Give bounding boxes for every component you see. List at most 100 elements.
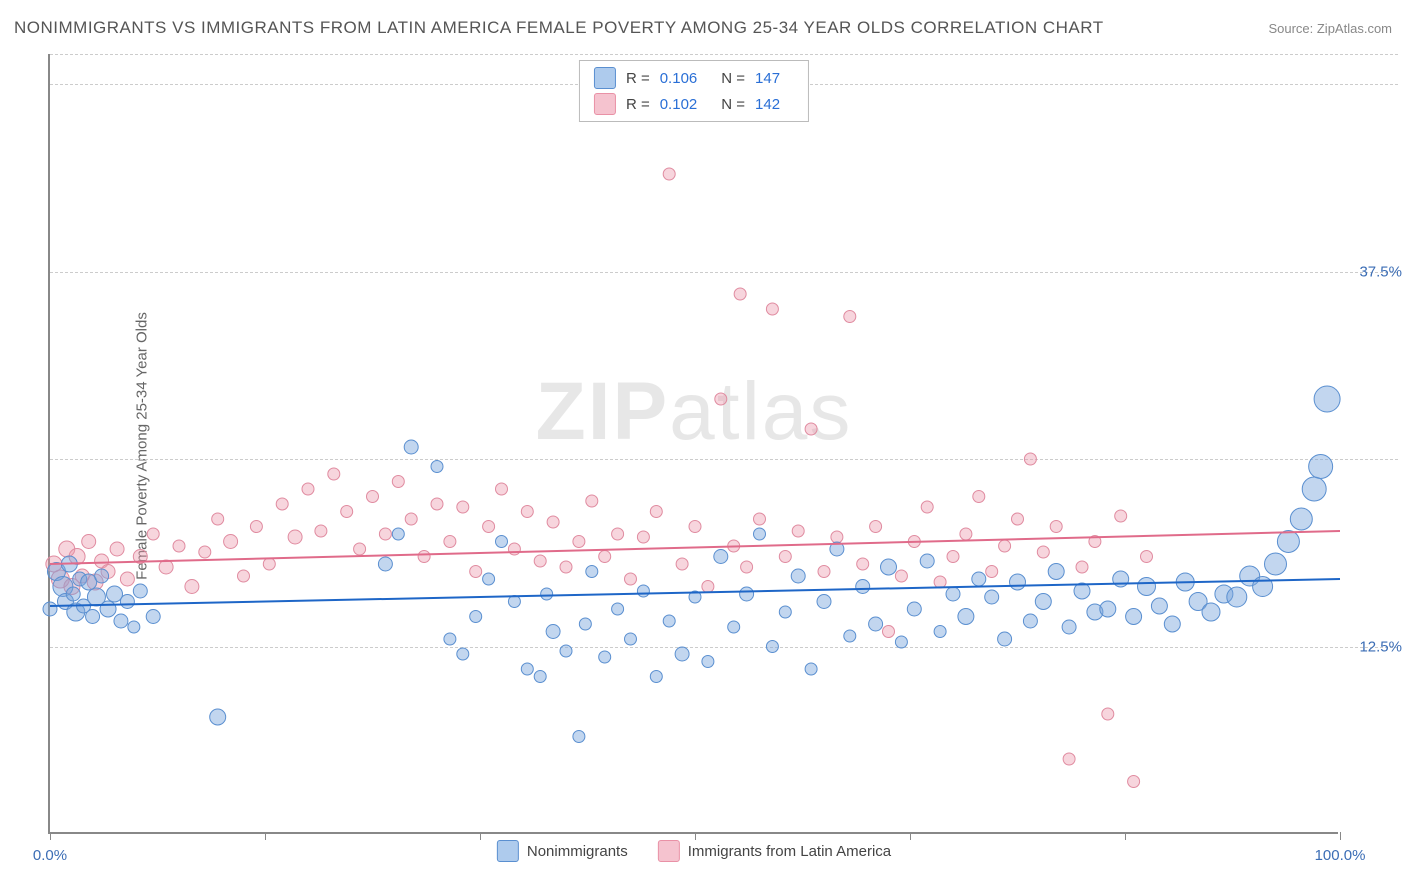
data-point: [378, 557, 392, 571]
data-point: [579, 618, 591, 630]
data-point: [612, 528, 624, 540]
data-point: [1024, 453, 1036, 465]
data-point: [921, 501, 933, 513]
legend-label: Immigrants from Latin America: [688, 843, 891, 860]
data-point: [1035, 594, 1051, 610]
data-point: [1063, 753, 1075, 765]
data-point: [560, 645, 572, 657]
stat-r-value: 0.106: [660, 70, 698, 87]
series-legend: NonimmigrantsImmigrants from Latin Ameri…: [497, 840, 891, 862]
data-point: [392, 528, 404, 540]
legend-swatch: [594, 67, 616, 89]
data-point: [792, 525, 804, 537]
data-point: [302, 483, 314, 495]
stat-n-label: N =: [721, 96, 745, 113]
data-point: [238, 570, 250, 582]
header: NONIMMIGRANTS VS IMMIGRANTS FROM LATIN A…: [14, 18, 1392, 38]
data-point: [379, 528, 391, 540]
data-point: [907, 602, 921, 616]
data-point: [766, 641, 778, 653]
data-point: [1100, 601, 1116, 617]
data-point: [625, 573, 637, 585]
data-point: [483, 521, 495, 533]
data-point: [1023, 614, 1037, 628]
data-point: [444, 536, 456, 548]
data-point: [114, 614, 128, 628]
data-point: [431, 461, 443, 473]
data-point: [998, 632, 1012, 646]
data-point: [1128, 776, 1140, 788]
data-point: [86, 610, 100, 624]
data-point: [754, 528, 766, 540]
data-point: [120, 572, 134, 586]
data-point: [128, 621, 140, 633]
x-tick: [265, 832, 266, 840]
data-point: [702, 656, 714, 668]
data-point: [985, 590, 999, 604]
data-point: [212, 513, 224, 525]
data-point: [1115, 510, 1127, 522]
data-point: [856, 580, 870, 594]
legend-swatch: [658, 840, 680, 862]
data-point: [895, 570, 907, 582]
data-point: [844, 630, 856, 642]
stat-n-value: 142: [755, 96, 780, 113]
data-point: [805, 423, 817, 435]
data-point: [676, 558, 688, 570]
data-point: [1164, 616, 1180, 632]
data-point: [546, 625, 560, 639]
data-point: [934, 626, 946, 638]
data-point: [263, 558, 275, 570]
data-point: [457, 648, 469, 660]
data-point: [573, 731, 585, 743]
data-point: [133, 584, 147, 598]
stats-row: R = 0.102N = 142: [594, 91, 794, 117]
data-point: [66, 587, 80, 601]
data-point: [1062, 620, 1076, 634]
data-point: [637, 531, 649, 543]
data-point: [625, 633, 637, 645]
data-point: [1227, 587, 1247, 607]
x-tick: [695, 832, 696, 840]
data-point: [689, 521, 701, 533]
data-point: [715, 393, 727, 405]
data-point: [1048, 564, 1064, 580]
data-point: [147, 528, 159, 540]
data-point: [431, 498, 443, 510]
data-point: [817, 595, 831, 609]
data-point: [328, 468, 340, 480]
source-label: Source: ZipAtlas.com: [1268, 21, 1392, 36]
data-point: [586, 566, 598, 578]
data-point: [541, 588, 553, 600]
data-point: [1010, 574, 1026, 590]
data-point: [946, 587, 960, 601]
data-point: [599, 651, 611, 663]
data-point: [82, 535, 96, 549]
data-point: [1076, 561, 1088, 573]
data-point: [586, 495, 598, 507]
data-point: [288, 530, 302, 544]
data-point: [250, 521, 262, 533]
data-point: [818, 566, 830, 578]
data-point: [1265, 553, 1287, 575]
data-point: [663, 168, 675, 180]
data-point: [534, 671, 546, 683]
data-point: [185, 580, 199, 594]
data-point: [612, 603, 624, 615]
data-point: [405, 513, 417, 525]
data-point: [637, 585, 649, 597]
x-tick: [480, 832, 481, 840]
data-point: [734, 288, 746, 300]
data-point: [173, 540, 185, 552]
data-point: [457, 501, 469, 513]
data-point: [870, 521, 882, 533]
data-point: [276, 498, 288, 510]
y-tick-label: 12.5%: [1359, 638, 1402, 655]
data-point: [1050, 521, 1062, 533]
data-point: [960, 528, 972, 540]
data-point: [1138, 578, 1156, 596]
data-point: [934, 576, 946, 588]
legend-swatch: [497, 840, 519, 862]
data-point: [986, 566, 998, 578]
data-point: [766, 303, 778, 315]
